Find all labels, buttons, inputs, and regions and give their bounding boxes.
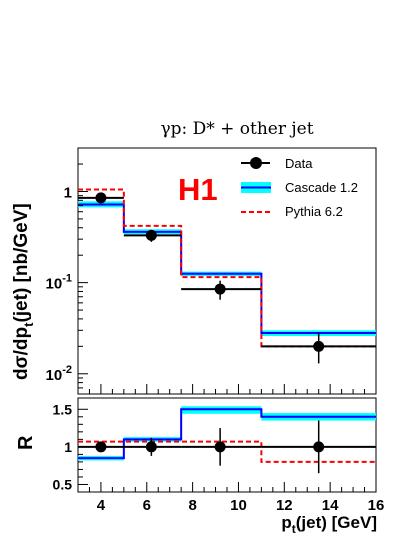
top-y-tick-label-2: 10-2 bbox=[46, 364, 72, 384]
bottom-data-point-1 bbox=[145, 441, 157, 453]
top-x-ticks bbox=[77, 384, 377, 394]
top-y-axis: 1 10-1 10-2 bbox=[46, 147, 88, 395]
x-axis-label: pt(jet) [GeV] bbox=[281, 513, 377, 536]
bottom-panel: 0.5 1 1.5 4 6 8 10 12 14 16 R pt(jet) [GeV] bbox=[15, 397, 385, 536]
legend-item-pythia: Pythia 6.2 bbox=[241, 204, 343, 219]
x-tick-label-1: 6 bbox=[143, 497, 151, 514]
top-data-point-2 bbox=[214, 283, 226, 295]
top-cascade-line bbox=[78, 203, 376, 335]
x-tick-label-0: 4 bbox=[97, 497, 106, 514]
x-axis: 4 6 8 10 12 14 16 bbox=[77, 482, 385, 514]
x-tick-label-6: 16 bbox=[368, 497, 385, 514]
legend: Data Cascade 1.2 Pythia 6.2 bbox=[241, 156, 358, 219]
top-y-tick-label-1: 10-1 bbox=[46, 273, 72, 293]
x-tick-label-3: 10 bbox=[230, 497, 247, 514]
bottom-data-point-0 bbox=[95, 441, 107, 453]
bottom-y-tick-label-1: 1 bbox=[64, 439, 72, 455]
legend-item-data: Data bbox=[241, 156, 313, 171]
bottom-plot-area bbox=[78, 406, 376, 474]
legend-item-cascade: Cascade 1.2 bbox=[241, 180, 358, 195]
legend-label-pythia: Pythia 6.2 bbox=[285, 204, 343, 219]
x-tick-label-2: 8 bbox=[188, 497, 196, 514]
top-panel: 1 10-1 10-2 dσ/dpt(jet) [nb/GeV] H1 Data C… bbox=[11, 147, 377, 395]
bottom-y-axis-label: R bbox=[15, 435, 37, 450]
x-tick-label-5: 14 bbox=[322, 497, 339, 514]
top-y-tick-label-0: 1 bbox=[64, 184, 72, 201]
top-pythia-line bbox=[78, 188, 376, 348]
top-y-axis-label: dσ/dpt(jet) [nb/GeV] bbox=[11, 203, 36, 380]
top-data-point-0 bbox=[95, 192, 107, 204]
legend-data-marker bbox=[250, 157, 262, 169]
legend-label-cascade: Cascade 1.2 bbox=[285, 180, 358, 195]
top-plot-area bbox=[78, 188, 376, 364]
bottom-cascade-line bbox=[78, 408, 376, 460]
h1-logo: H1 bbox=[178, 172, 218, 207]
chart-title: γp: D* + other jet bbox=[160, 119, 313, 139]
x-tick-label-4: 12 bbox=[276, 497, 293, 514]
bottom-y-tick-label-2: 1.5 bbox=[53, 401, 73, 417]
top-data-point-1 bbox=[145, 229, 157, 241]
bottom-y-tick-label-0: 0.5 bbox=[53, 476, 73, 492]
legend-label-data: Data bbox=[285, 156, 313, 171]
bottom-data-point-3 bbox=[313, 441, 325, 453]
top-data-point-3 bbox=[313, 340, 325, 352]
bottom-data-point-2 bbox=[214, 441, 226, 453]
bottom-y-axis: 0.5 1 1.5 bbox=[53, 401, 88, 492]
